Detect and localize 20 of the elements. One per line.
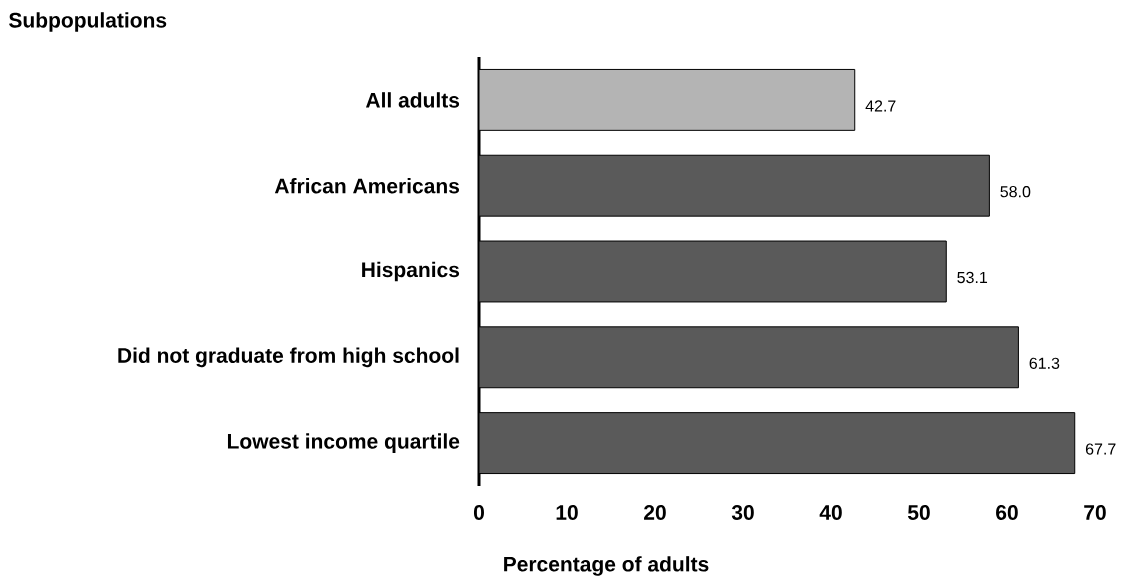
x-tick-label: 10	[556, 505, 578, 520]
data-label: 42.7	[865, 100, 896, 112]
y-axis-title: Subpopulations	[9, 12, 167, 32]
y-tick-label: African Americans	[274, 177, 460, 194]
x-tick-label: 70	[1084, 505, 1106, 520]
y-tick-label: Did not graduate from high school	[118, 347, 459, 368]
data-label: 61.3	[1029, 357, 1060, 369]
y-tick-label: All adults	[365, 92, 460, 108]
y-tick-label: Lowest income quartile	[227, 433, 460, 453]
data-label: 53.1	[957, 271, 988, 284]
x-axis-title: Percentage of adults	[504, 556, 709, 576]
data-label: 67.7	[1085, 443, 1116, 455]
x-tick-label: 0	[473, 505, 484, 520]
x-tick-label: 60	[996, 505, 1018, 520]
x-tick-label: 40	[819, 505, 842, 520]
y-tick-label: Hispanics	[362, 261, 460, 282]
x-tick-label: 50	[907, 505, 930, 520]
x-tick-label: 30	[731, 505, 754, 520]
data-label: 58.0	[1000, 186, 1031, 198]
x-tick-label: 20	[644, 505, 666, 520]
